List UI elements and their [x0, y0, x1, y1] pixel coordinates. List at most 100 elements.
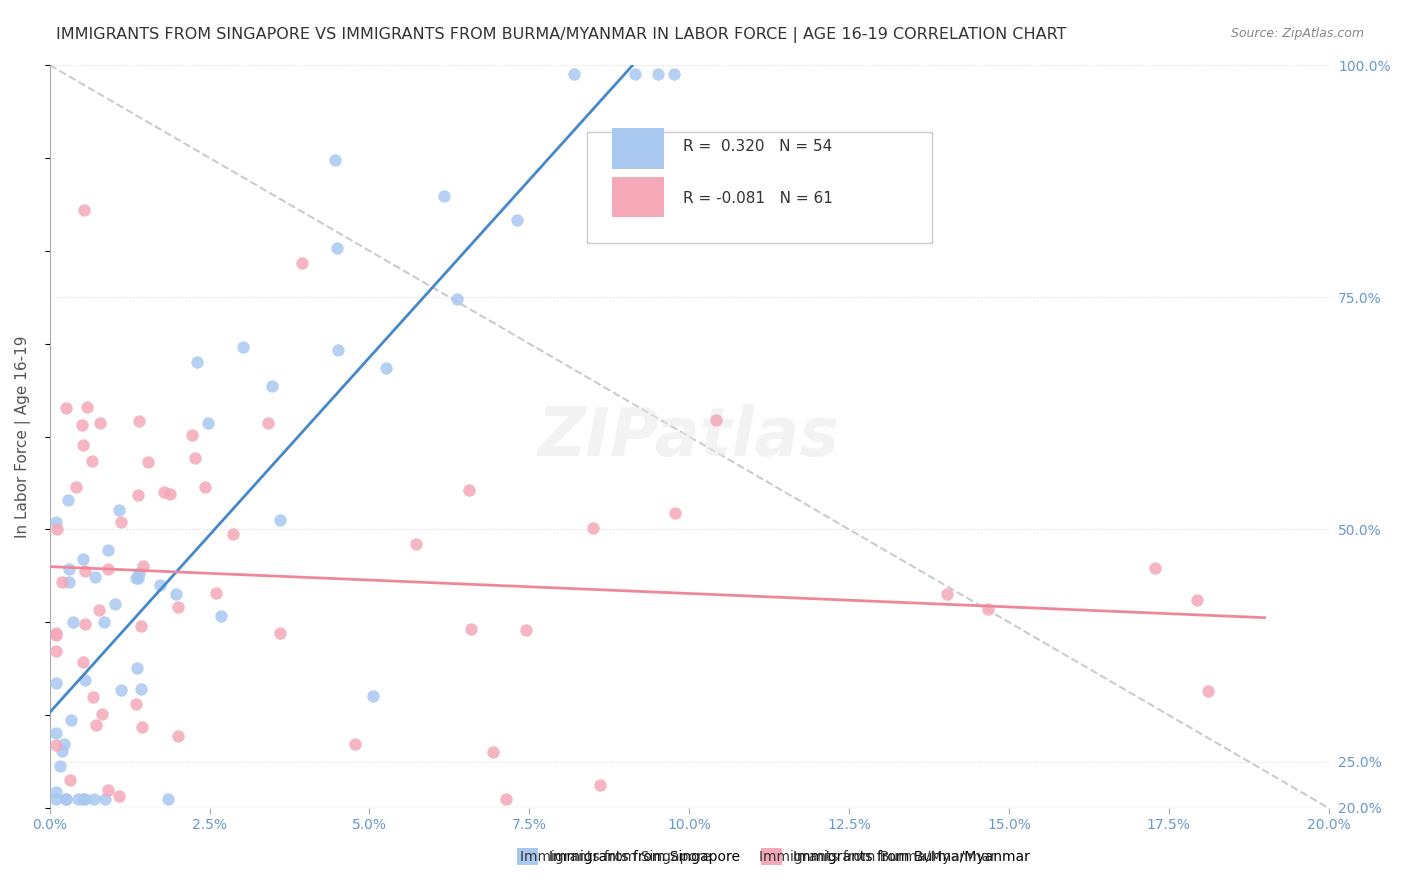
Point	[1197, 684, 1219, 698]
Point	[45, 516, 67, 530]
Point	[222, 526, 245, 541]
Point	[1143, 561, 1166, 575]
Point	[165, 587, 187, 601]
Text: ZIPatlas: ZIPatlas	[538, 403, 841, 469]
Point	[127, 661, 149, 675]
Point	[129, 682, 152, 697]
Point	[45, 791, 67, 805]
Point	[495, 791, 517, 805]
Point	[662, 67, 685, 81]
Point	[209, 608, 232, 623]
Point	[110, 515, 132, 529]
Text: R = -0.081   N = 61: R = -0.081 N = 61	[683, 191, 832, 206]
Point	[55, 791, 77, 805]
Point	[131, 720, 153, 734]
Point	[562, 67, 585, 81]
Point	[93, 615, 115, 629]
Point	[159, 487, 181, 501]
Point	[51, 744, 73, 758]
Point	[269, 626, 291, 640]
Text: IMMIGRANTS FROM SINGAPORE VS IMMIGRANTS FROM BURMA/MYANMAR IN LABOR FORCE | AGE : IMMIGRANTS FROM SINGAPORE VS IMMIGRANTS …	[56, 27, 1067, 43]
Point	[65, 480, 87, 494]
Point	[58, 561, 80, 575]
Point	[104, 597, 127, 611]
Text: R =  0.320   N = 54: R = 0.320 N = 54	[683, 139, 832, 154]
Point	[82, 690, 104, 704]
Point	[56, 492, 79, 507]
Point	[936, 586, 959, 600]
Point	[624, 67, 647, 81]
Point	[51, 575, 73, 590]
Point	[405, 537, 427, 551]
Point	[45, 738, 67, 752]
Point	[73, 203, 96, 218]
Point	[45, 522, 67, 536]
Point	[89, 416, 111, 430]
Point	[96, 562, 118, 576]
Point	[344, 737, 367, 751]
Point	[156, 791, 179, 805]
Point	[97, 782, 120, 797]
Point	[72, 655, 94, 669]
Point	[45, 785, 67, 799]
Point	[48, 758, 70, 772]
Point	[76, 400, 98, 414]
Point	[323, 153, 346, 168]
Point	[374, 361, 396, 376]
Point	[205, 586, 228, 600]
Point	[83, 570, 105, 584]
Point	[72, 552, 94, 566]
Point	[91, 706, 114, 721]
Point	[458, 483, 481, 497]
Point	[326, 241, 349, 255]
Point	[446, 292, 468, 306]
Point	[166, 599, 188, 614]
Text: Source: ZipAtlas.com: Source: ZipAtlas.com	[1230, 27, 1364, 40]
Point	[183, 451, 205, 466]
Point	[505, 213, 527, 227]
Point	[149, 578, 172, 592]
Point	[72, 438, 94, 452]
Point	[256, 416, 278, 430]
Point	[589, 778, 612, 792]
Point	[232, 340, 254, 354]
Point	[45, 625, 67, 640]
Point	[125, 571, 148, 585]
Point	[108, 789, 131, 803]
Point	[73, 791, 96, 805]
Point	[515, 623, 537, 637]
Point	[664, 506, 686, 520]
Point	[433, 189, 456, 203]
Point	[194, 480, 217, 494]
Point	[167, 729, 190, 743]
Point	[89, 603, 111, 617]
Point	[581, 521, 603, 535]
Point	[45, 676, 67, 690]
Point	[132, 559, 155, 574]
Point	[197, 416, 219, 430]
Point	[181, 428, 204, 442]
Point	[53, 737, 76, 751]
Point	[59, 772, 82, 787]
Point	[45, 726, 67, 740]
Point	[291, 256, 314, 270]
Point	[45, 643, 67, 657]
Point	[72, 791, 94, 805]
Point	[60, 713, 83, 727]
Point	[75, 617, 97, 632]
Point	[127, 488, 149, 502]
Point	[136, 455, 159, 469]
Point	[125, 698, 148, 712]
Point	[45, 628, 67, 642]
Point	[84, 718, 107, 732]
Point	[977, 602, 1000, 616]
Point	[129, 619, 152, 633]
Point	[647, 67, 669, 81]
Point	[55, 401, 77, 415]
Legend: Immigrants from Singapore, Immigrants from Burma/Myanmar: Immigrants from Singapore, Immigrants fr…	[512, 842, 1035, 871]
Point	[70, 417, 93, 432]
Text: Immigrants from Burma/Myanmar: Immigrants from Burma/Myanmar	[759, 850, 995, 863]
Point	[83, 791, 105, 805]
Point	[328, 343, 350, 358]
Point	[73, 673, 96, 688]
